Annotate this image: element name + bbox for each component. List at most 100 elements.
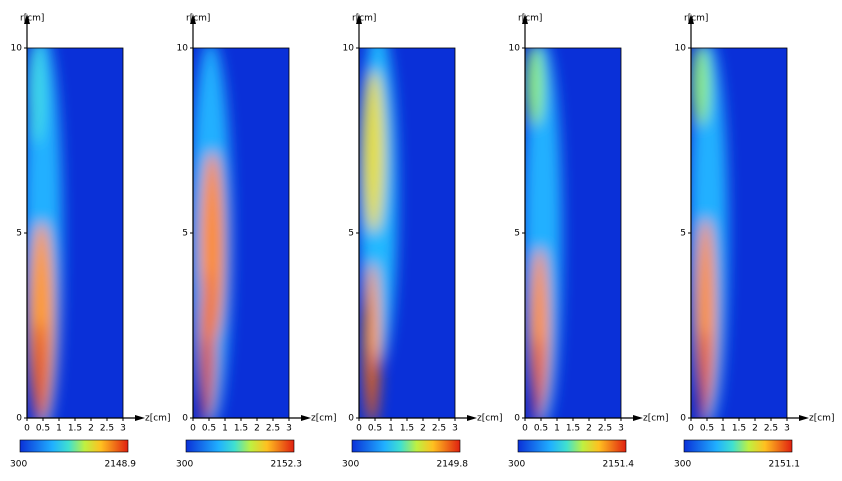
x-tick-label: 2 — [88, 424, 94, 434]
panel: r[cm] z[cm] 0 0.5 1 1.5 2 2.5 3 0 5 10 300 2149.8 — [342, 14, 502, 470]
x-tick-label: 0 — [356, 424, 362, 434]
x-tick-label: 1 — [720, 424, 726, 434]
heatmap-field — [193, 48, 289, 418]
y-tick-label: 5 — [514, 229, 520, 239]
x-tick-label: 2.5 — [598, 424, 612, 434]
x-tick-label: 0.5 — [368, 424, 382, 434]
x-tick-label: 2.5 — [266, 424, 280, 434]
panel: r[cm] z[cm] 0 0.5 1 1.5 2 2.5 3 0 5 10 300 2152.3 — [176, 14, 336, 470]
x-tick-label: 3 — [286, 424, 292, 434]
heatmap-field — [691, 48, 787, 418]
y-tick-label: 0 — [514, 414, 520, 424]
colorbar — [683, 439, 793, 453]
y-tick-label: 5 — [680, 229, 686, 239]
x-axis-label: z[cm] — [145, 414, 170, 424]
y-tick-label: 10 — [509, 44, 521, 54]
y-tick-label: 10 — [675, 44, 687, 54]
y-tick-label: 10 — [177, 44, 189, 54]
colorbar-min-label: 300 — [10, 460, 27, 470]
panel: r[cm] z[cm] 0 0.5 1 1.5 2 2.5 3 0 5 10 300 2151.4 — [508, 14, 668, 470]
y-tick-label: 0 — [348, 414, 354, 424]
x-arrow — [799, 415, 809, 421]
y-tick-label: 10 — [343, 44, 355, 54]
colorbar — [185, 439, 295, 453]
flame — [359, 48, 398, 418]
x-axis-label: z[cm] — [809, 414, 834, 424]
y-tick-label: 0 — [182, 414, 188, 424]
flame-region — [201, 336, 211, 418]
y-tick-label: 10 — [11, 44, 23, 54]
heatmap-field — [27, 48, 123, 418]
x-tick-label: 2.5 — [764, 424, 778, 434]
x-tick-label: 3 — [784, 424, 790, 434]
flame-region — [533, 336, 543, 418]
panel: r[cm] z[cm] 0 0.5 1 1.5 2 2.5 3 0 5 10 300 2151.1 — [674, 14, 834, 470]
y-tick-label: 5 — [348, 229, 354, 239]
colorbar-min-label: 300 — [176, 460, 193, 470]
y-tick-label: 5 — [182, 229, 188, 239]
flame-region — [34, 321, 46, 418]
x-tick-label: 1 — [388, 424, 394, 434]
heatmap-field — [359, 48, 455, 418]
colorbar — [351, 439, 461, 453]
x-tick-label: 1.5 — [566, 424, 580, 434]
x-tick-label: 3 — [452, 424, 458, 434]
y-axis-label: r[cm] — [186, 14, 210, 24]
colorbar-max-label: 2151.1 — [769, 460, 801, 470]
x-tick-label: 1.5 — [68, 424, 82, 434]
x-tick-label: 1.5 — [234, 424, 248, 434]
colorbar-min-label: 300 — [342, 460, 359, 470]
y-tick-label: 5 — [16, 229, 22, 239]
colorbar — [19, 439, 129, 453]
x-tick-label: 2.5 — [100, 424, 114, 434]
x-tick-label: 1 — [554, 424, 560, 434]
flame — [691, 48, 728, 418]
colorbar-min-label: 300 — [674, 460, 691, 470]
y-tick-label: 0 — [680, 414, 686, 424]
y-arrow — [522, 14, 528, 24]
y-axis-label: r[cm] — [352, 14, 376, 24]
colorbar-max-label: 2152.3 — [271, 460, 303, 470]
y-axis-label: r[cm] — [684, 14, 708, 24]
colorbar-min-label: 300 — [508, 460, 525, 470]
panel: r[cm] z[cm] 0 0.5 1 1.5 2 2.5 3 0 5 10 300 2148.9 — [10, 14, 170, 470]
flame — [193, 48, 232, 418]
flame-region — [691, 48, 710, 126]
x-tick-label: 2 — [586, 424, 592, 434]
x-tick-label: 2.5 — [432, 424, 446, 434]
x-tick-label: 0.5 — [700, 424, 714, 434]
x-tick-label: 1.5 — [400, 424, 414, 434]
y-arrow — [190, 14, 196, 24]
x-axis-label: z[cm] — [311, 414, 336, 424]
x-tick-label: 0.5 — [36, 424, 50, 434]
flame-region — [367, 347, 376, 418]
x-tick-label: 1 — [56, 424, 62, 434]
x-tick-label: 1.5 — [732, 424, 746, 434]
flame-region — [698, 329, 709, 418]
x-tick-label: 3 — [120, 424, 126, 434]
y-arrow — [356, 14, 362, 24]
y-axis-label: r[cm] — [20, 14, 44, 24]
flame-region — [27, 48, 47, 145]
x-tick-label: 0 — [522, 424, 528, 434]
colorbar — [517, 439, 627, 453]
x-tick-label: 0 — [190, 424, 196, 434]
x-axis-label: z[cm] — [477, 414, 502, 424]
y-arrow — [24, 14, 30, 24]
x-tick-label: 2 — [752, 424, 758, 434]
flame-region — [362, 70, 385, 233]
flame — [27, 48, 63, 418]
x-tick-label: 0.5 — [202, 424, 216, 434]
x-tick-label: 2 — [420, 424, 426, 434]
x-tick-label: 0.5 — [534, 424, 548, 434]
flame-region — [525, 48, 544, 126]
x-arrow — [301, 415, 311, 421]
x-axis-label: z[cm] — [643, 414, 668, 424]
x-arrow — [135, 415, 145, 421]
heatmap-field — [525, 48, 621, 418]
colorbar-max-label: 2151.4 — [603, 460, 635, 470]
y-axis-label: r[cm] — [518, 14, 542, 24]
colorbar-max-label: 2149.8 — [437, 460, 469, 470]
x-tick-label: 2 — [254, 424, 260, 434]
